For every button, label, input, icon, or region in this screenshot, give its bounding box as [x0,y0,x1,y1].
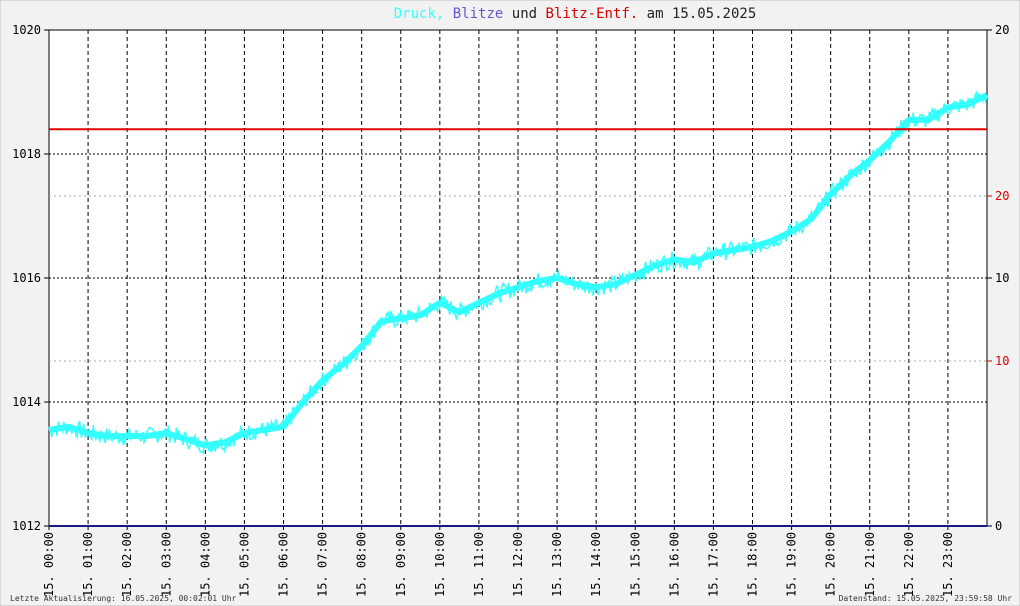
y-right-red-tick-label: 20 [995,189,1009,203]
x-tick-label: 15. 04:00 [198,532,212,597]
y-tick-label: 1020 [12,23,41,37]
x-tick-label: 15. 15:00 [628,532,642,597]
x-tick-label: 15. 23:00 [941,532,955,597]
x-axis: 15. 00:00 15. 01:00 15. 02:00 15. 03:00 15. … [42,526,955,597]
x-tick-label: 15. 11:00 [472,532,486,597]
x-tick-label: 15. 03:00 [159,532,173,597]
x-tick-label: 15. 02:00 [120,532,134,597]
series-druck-trend [48,92,989,449]
x-tick-label: 15. 09:00 [394,532,408,597]
y-right-tick-label: 0 [995,519,1002,533]
title-druck: Druck, [394,6,445,22]
x-tick-label: 15. 14:00 [589,532,603,597]
x-tick-label: 15. 10:00 [433,532,447,597]
x-tick-label: 15. 12:00 [511,532,525,597]
title-blitz-entf: Blitz-Entf. [546,6,639,22]
title-blitze: Blitze [453,6,504,22]
y-tick-label: 1016 [12,271,41,285]
x-tick-label: 15. 22:00 [902,532,916,597]
x-tick-label: 15. 21:00 [863,532,877,597]
x-tick-label: 15. 16:00 [667,532,681,597]
y-axis-right: 0 10 20 10 20 [987,23,1009,533]
x-tick-label: 15. 00:00 [42,532,56,597]
x-tick-label: 15. 13:00 [550,532,564,597]
series-druck [48,90,988,455]
x-tick-label: 15. 20:00 [824,532,838,597]
y-right-red-tick-label: 10 [995,354,1009,368]
footer-data-status: Datenstand: 15.05.2025, 23:59:58 Uhr [839,594,1013,603]
x-tick-label: 15. 05:00 [237,532,251,597]
x-tick-label: 15. 18:00 [746,532,760,597]
title-und: und [512,6,537,22]
y-axis-left: 1012 1014 1016 1018 1020 [12,23,49,533]
title-date: am 15.05.2025 [647,6,757,22]
x-tick-label: 15. 01:00 [81,532,95,597]
series-layer [48,90,989,527]
chart-title: Druck, Blitze und Blitz-Entf. am 15.05.2… [394,6,757,22]
x-tick-label: 15. 19:00 [785,532,799,597]
x-tick-label: 15. 07:00 [316,532,330,597]
x-tick-label: 15. 06:00 [277,532,291,597]
y-tick-label: 1012 [12,519,41,533]
y-tick-label: 1018 [12,147,41,161]
y-right-tick-label: 20 [995,23,1009,37]
x-tick-label: 15. 17:00 [706,532,720,597]
x-tick-label: 15. 08:00 [355,532,369,597]
footer-last-update: Letzte Aktualisierung: 16.05.2025, 00:02… [10,594,237,603]
y-tick-label: 1014 [12,395,41,409]
y-right-tick-label: 10 [995,271,1009,285]
